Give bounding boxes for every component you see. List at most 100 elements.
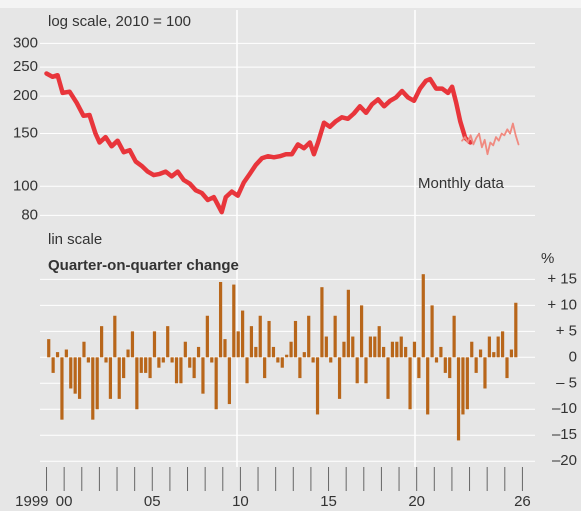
bar — [126, 349, 130, 358]
bar — [359, 305, 364, 358]
bar — [104, 357, 108, 363]
bar — [346, 289, 350, 358]
bar — [320, 287, 324, 358]
bar — [82, 341, 86, 358]
bar — [412, 341, 417, 358]
bar — [509, 349, 514, 358]
bar — [474, 357, 478, 373]
y-tick-label: 80 — [21, 206, 38, 223]
bar — [271, 346, 276, 358]
bar — [426, 357, 430, 415]
bar — [293, 320, 298, 358]
bar — [236, 331, 240, 358]
bar — [117, 357, 121, 399]
bar — [254, 346, 258, 358]
bar — [55, 352, 60, 358]
bar — [461, 357, 465, 415]
y-tick-label: – 5 — [556, 374, 577, 391]
top-strip — [0, 0, 581, 8]
bar — [135, 357, 139, 410]
bar — [139, 357, 143, 373]
bar — [421, 274, 425, 358]
y-tick-label: 100 — [13, 177, 38, 194]
annotation: lin scale — [48, 231, 102, 248]
bar — [69, 357, 73, 389]
bar — [364, 357, 368, 384]
bar — [311, 357, 315, 363]
bar — [161, 357, 165, 363]
annotation: log scale, 2010 = 100 — [48, 13, 191, 30]
bar — [218, 281, 223, 358]
y-tick-label: 150 — [13, 125, 38, 142]
bar — [492, 352, 496, 358]
bar — [91, 357, 95, 420]
bar — [373, 336, 377, 358]
bar — [439, 346, 443, 358]
bar — [307, 315, 311, 358]
bar — [324, 336, 328, 358]
annotation: Monthly data — [418, 175, 505, 192]
bar — [214, 357, 218, 410]
bar — [377, 326, 381, 358]
bar — [263, 357, 267, 379]
x-tick-label: 00 — [56, 493, 73, 510]
bar — [86, 357, 90, 363]
bar — [210, 357, 214, 363]
data-line — [461, 122, 520, 156]
bar — [452, 315, 456, 358]
bar — [174, 357, 179, 384]
bar — [148, 357, 152, 379]
bar — [395, 341, 399, 358]
bar — [232, 284, 236, 358]
x-tick-label: 10 — [232, 493, 249, 510]
bar — [443, 357, 447, 373]
y-tick-label: 300 — [13, 34, 38, 51]
bar — [122, 357, 126, 379]
x-tick-label: 15 — [320, 493, 337, 510]
y-tick-label: 250 — [13, 58, 38, 75]
bar — [249, 326, 254, 358]
bar — [298, 357, 302, 379]
bar — [315, 357, 320, 415]
bar — [157, 357, 161, 368]
data-line — [44, 71, 473, 215]
x-tick-label: 26 — [514, 493, 531, 510]
bar — [351, 336, 355, 358]
bar — [487, 336, 491, 358]
panel-title: Quarter-on-quarter change — [48, 257, 239, 274]
bar — [500, 331, 505, 358]
bar — [113, 315, 117, 358]
bar — [267, 320, 271, 358]
bar — [77, 357, 82, 399]
bar — [430, 305, 434, 358]
bar — [223, 339, 227, 358]
bar — [434, 357, 439, 363]
bar — [276, 357, 280, 363]
bar — [258, 315, 262, 358]
bar — [302, 352, 306, 358]
bar — [404, 346, 408, 358]
y-tick-label: + 5 — [556, 322, 577, 339]
bar — [227, 357, 231, 405]
bar — [368, 336, 373, 358]
bar — [201, 357, 205, 394]
bar — [152, 331, 157, 358]
bar — [188, 357, 192, 368]
bar — [342, 341, 346, 358]
bar — [505, 357, 509, 379]
bar — [144, 357, 148, 373]
bar — [183, 341, 187, 358]
bar — [73, 357, 77, 394]
bar — [399, 336, 403, 358]
y-tick-label: + 15 — [547, 270, 577, 287]
bar — [483, 357, 487, 389]
bar — [51, 357, 55, 373]
bar — [496, 336, 500, 358]
x-tick-label: 1999 — [15, 493, 48, 510]
bar — [47, 339, 51, 358]
bar — [448, 357, 452, 379]
bar — [417, 357, 421, 379]
bar — [64, 349, 68, 358]
